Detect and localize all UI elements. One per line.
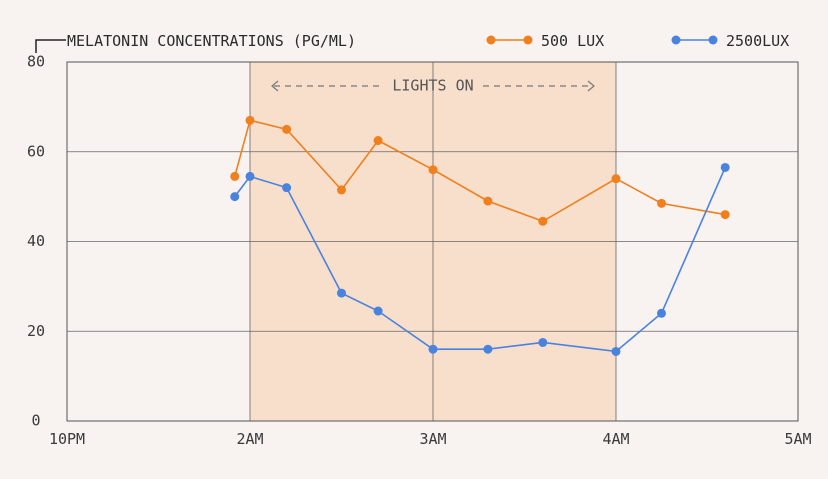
y-tick-label: 0 (31, 412, 40, 430)
x-tick-label: 2AM (236, 430, 263, 448)
y-axis-ticks: 0 20 40 60 80 (27, 53, 45, 430)
legend-swatch-dot-2500lux (708, 35, 718, 45)
data-point-2500lux (337, 288, 346, 298)
x-tick-label: 10PM (49, 430, 85, 448)
data-point-2500lux (657, 308, 666, 318)
data-point-500-lux (611, 174, 621, 184)
legend: 500 LUX 2500LUX (486, 32, 789, 50)
data-point-2500lux (483, 344, 493, 354)
data-point-2500lux (611, 346, 621, 356)
title-bracket-icon (35, 39, 66, 53)
data-point-2500lux (373, 306, 383, 316)
legend-swatch-dot-500-lux (486, 35, 496, 45)
x-tick-label: 4AM (602, 430, 629, 448)
x-tick-label: 3AM (419, 430, 446, 448)
data-point-2500lux (282, 183, 292, 193)
data-point-500-lux (282, 124, 292, 134)
lights-on-arrow-left-icon (271, 80, 279, 92)
data-point-500-lux (428, 165, 438, 175)
y-tick-label: 60 (27, 142, 45, 160)
series-layer (230, 115, 730, 356)
y-tick-label: 20 (27, 322, 45, 340)
legend-swatch-dot-500-lux (523, 35, 533, 45)
x-axis-ticks: 10PM 2AM 3AM 4AM 5AM (49, 430, 812, 448)
legend-swatch-dot-2500lux (671, 35, 681, 45)
legend-label-2500lux: 2500LUX (726, 32, 789, 50)
data-point-500-lux (230, 171, 240, 181)
lights-on-label: LIGHTS ON (392, 77, 473, 95)
data-point-500-lux (337, 185, 346, 195)
y-tick-label: 80 (27, 53, 45, 71)
legend-label-500-lux: 500 LUX (541, 32, 604, 50)
data-point-500-lux (538, 216, 548, 226)
data-point-500-lux (483, 196, 493, 206)
data-point-2500lux (538, 337, 548, 347)
lights-on-arrow-right-icon (587, 80, 595, 92)
data-point-2500lux (428, 344, 438, 354)
data-point-500-lux (245, 115, 255, 125)
data-point-500-lux (657, 198, 666, 208)
y-tick-label: 40 (27, 232, 45, 250)
data-point-500-lux (720, 210, 730, 220)
data-point-2500lux (230, 192, 240, 202)
x-tick-label: 5AM (784, 430, 811, 448)
data-point-500-lux (373, 136, 383, 146)
chart-title: MELATONIN CONCENTRATIONS (PG/ML) (67, 32, 356, 50)
plot-frame (66, 61, 799, 422)
data-point-2500lux (720, 162, 730, 172)
data-point-2500lux (245, 171, 255, 181)
